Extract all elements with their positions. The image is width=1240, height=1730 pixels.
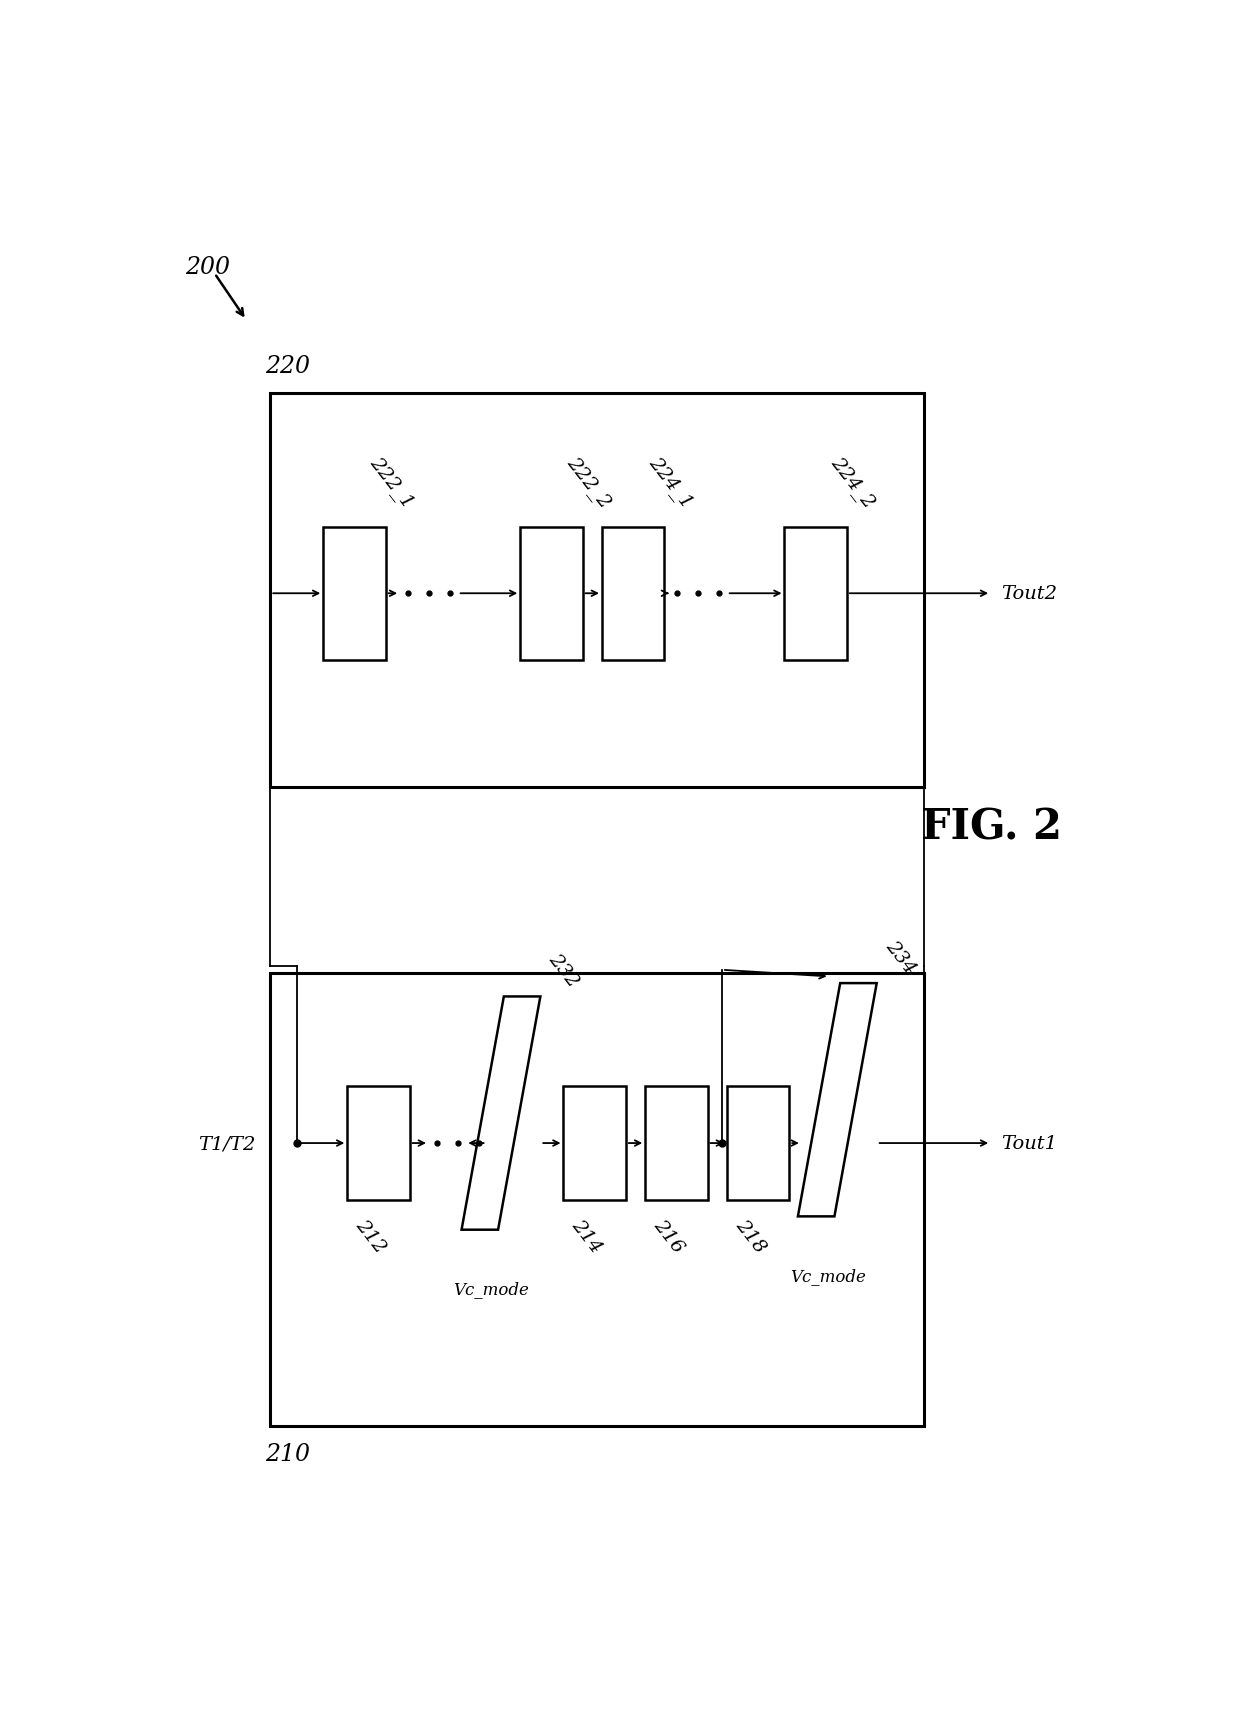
Bar — [521, 528, 583, 661]
Text: 224_2: 224_2 — [827, 453, 879, 512]
Text: 210: 210 — [265, 1443, 310, 1465]
Text: FIG. 2: FIG. 2 — [920, 806, 1061, 848]
Text: Tout2: Tout2 — [1001, 585, 1056, 602]
Text: 218: 218 — [732, 1216, 769, 1256]
Text: Tout1: Tout1 — [1001, 1135, 1056, 1152]
Bar — [347, 1086, 409, 1201]
Text: 214: 214 — [568, 1216, 605, 1256]
Text: T1/T2: T1/T2 — [198, 1135, 255, 1152]
Bar — [727, 1086, 789, 1201]
Bar — [270, 394, 924, 787]
Bar — [324, 528, 386, 661]
Bar — [601, 528, 665, 661]
Text: 222_2: 222_2 — [563, 453, 614, 512]
Text: 200: 200 — [185, 256, 231, 279]
Text: 234: 234 — [882, 936, 919, 977]
Bar — [563, 1086, 626, 1201]
Text: 220: 220 — [265, 355, 310, 379]
Text: Vc_mode: Vc_mode — [454, 1280, 529, 1298]
Bar — [645, 1086, 708, 1201]
Text: 222_1: 222_1 — [366, 453, 418, 512]
Text: 212: 212 — [352, 1216, 389, 1256]
Text: 224_1: 224_1 — [645, 453, 696, 512]
Text: Vc_mode: Vc_mode — [790, 1268, 866, 1284]
Text: 216: 216 — [650, 1216, 687, 1256]
Bar — [785, 528, 847, 661]
Bar — [270, 974, 924, 1427]
Text: 232: 232 — [546, 950, 583, 990]
